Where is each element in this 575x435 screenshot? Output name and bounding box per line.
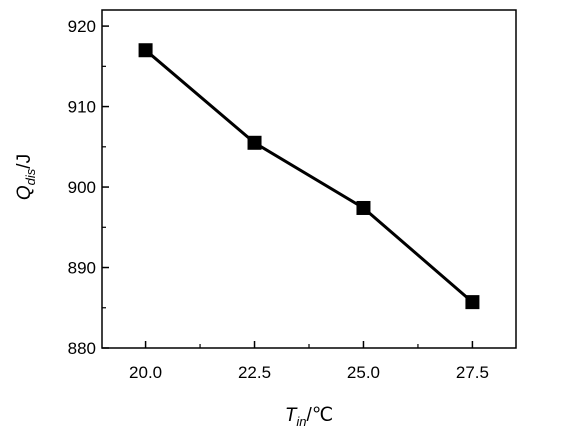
data-point bbox=[138, 43, 153, 58]
data-point bbox=[247, 135, 262, 150]
y-tick-label: 880 bbox=[68, 339, 96, 358]
plot-frame bbox=[101, 9, 517, 349]
y-tick-label: 910 bbox=[68, 98, 96, 117]
x-tick-label: 25.0 bbox=[347, 363, 380, 382]
y-axis-label-unit: /J bbox=[14, 154, 35, 169]
x-tick-label: 22.5 bbox=[238, 363, 271, 382]
data-point bbox=[465, 295, 480, 310]
y-axis-label-main: Q bbox=[14, 185, 35, 200]
x-axis-label-main: T bbox=[285, 405, 298, 426]
y-tick-label: 890 bbox=[68, 259, 96, 278]
y-axis-ticks: 880 890 900 910 920 bbox=[68, 17, 109, 358]
y-tick-label: 920 bbox=[68, 17, 96, 36]
x-tick-label: 27.5 bbox=[456, 363, 489, 382]
y-axis-label: Qdis/J bbox=[14, 154, 38, 200]
data-point bbox=[356, 200, 371, 215]
series bbox=[138, 43, 480, 310]
y-tick-label: 900 bbox=[68, 178, 96, 197]
series-line bbox=[144, 49, 474, 304]
y-axis-label-sub: dis bbox=[23, 168, 38, 185]
x-tick-label: 20.0 bbox=[129, 363, 162, 382]
plot-border bbox=[101, 9, 517, 349]
x-axis-ticks: 20.0 22.5 25.0 27.5 bbox=[129, 341, 489, 382]
x-axis-label-sub: in bbox=[296, 414, 306, 429]
x-axis-label-unit: /℃ bbox=[307, 405, 334, 426]
x-axis-label: Tin/℃ bbox=[285, 405, 333, 429]
